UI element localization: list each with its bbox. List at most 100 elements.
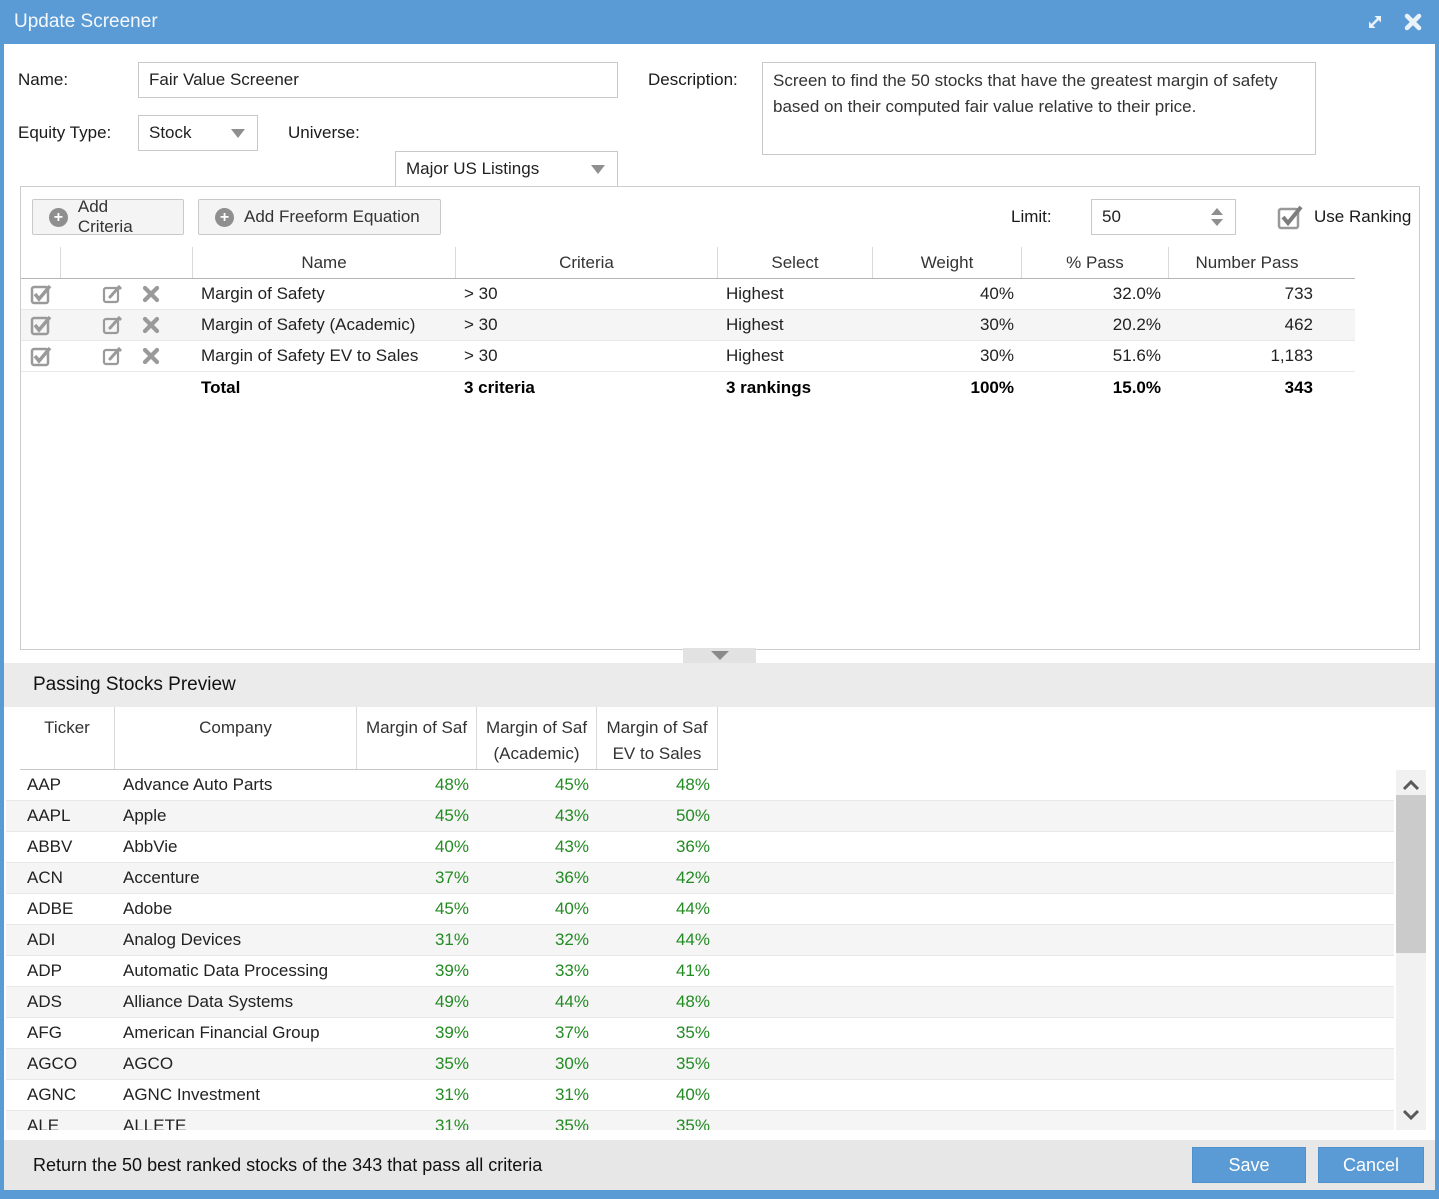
stock-mos-academic: 35% (554, 1116, 589, 1130)
footer-summary: Return the 50 best ranked stocks of the … (33, 1154, 543, 1175)
limit-spinner (1091, 199, 1236, 235)
delete-icon[interactable] (141, 284, 161, 304)
preview-header-mos-academic: Margin of Saf (Academic) (477, 707, 597, 769)
equity-type-select[interactable]: Stock (138, 115, 258, 151)
stock-ticker: ACN (27, 868, 63, 887)
chevron-down-icon (591, 164, 605, 174)
universe-select[interactable]: Major US Listings (395, 151, 618, 187)
scroll-up-icon[interactable] (1396, 770, 1426, 800)
criteria-table: Name Criteria Select Weight % Pass Numbe… (21, 247, 1355, 403)
spinner-arrows-icon[interactable] (1211, 208, 1223, 226)
delete-icon[interactable] (141, 315, 161, 335)
header-pass-pct: % Pass (1022, 247, 1169, 278)
stock-company: Apple (123, 806, 167, 825)
stock-mos-academic: 36% (554, 868, 589, 887)
stock-ticker: ADI (27, 930, 56, 949)
row-checkbox-checked-icon[interactable] (29, 344, 53, 368)
add-freeform-equation-button[interactable]: + Add Freeform Equation (198, 199, 441, 235)
preview-stock-row: ABBV AbbVie 40% 43% 36% (6, 832, 1394, 863)
add-freeform-label: Add Freeform Equation (244, 207, 420, 226)
stock-mos-ev: 35% (675, 1054, 710, 1073)
preview-stock-row: ACN Accenture 37% 36% 42% (6, 863, 1394, 894)
criteria-weight: 40% (979, 284, 1014, 303)
stock-mos: 35% (434, 1054, 469, 1073)
stock-mos-academic: 44% (554, 992, 589, 1011)
collapse-panel-handle[interactable] (683, 648, 756, 663)
plus-icon: + (215, 207, 234, 227)
stock-company: ALLETE (123, 1116, 187, 1130)
limit-input[interactable] (1092, 200, 1235, 234)
edit-icon[interactable] (101, 313, 125, 337)
criteria-rows: Margin of Safety > 30 Highest 40% 32.0% … (21, 279, 1355, 372)
stock-mos-academic: 45% (554, 775, 589, 794)
stock-mos-ev: 35% (675, 1023, 710, 1042)
expand-icon[interactable] (1363, 10, 1387, 34)
criteria-name: Margin of Safety (201, 284, 325, 303)
row-checkbox-checked-icon[interactable] (29, 282, 53, 306)
add-criteria-button[interactable]: + Add Criteria (32, 197, 184, 236)
stock-ticker: ADP (27, 961, 62, 980)
name-input[interactable] (138, 62, 618, 98)
dialog-titlebar: Update Screener (0, 0, 1439, 44)
preview-scrollbar[interactable] (1396, 770, 1426, 1130)
preview-stock-row: ADI Analog Devices 31% 32% 44% (6, 925, 1394, 956)
stock-mos: 39% (434, 961, 469, 980)
cancel-button[interactable]: Cancel (1318, 1147, 1424, 1183)
use-ranking-checkbox[interactable]: Use Ranking (1276, 199, 1411, 235)
stock-ticker: AAP (27, 775, 62, 794)
header-criteria: Criteria (456, 247, 718, 278)
stock-mos-ev: 41% (675, 961, 710, 980)
preview-title: Passing Stocks Preview (33, 674, 236, 695)
stock-mos-academic: 33% (554, 961, 589, 980)
stock-ticker: AGCO (27, 1054, 78, 1073)
stock-company: Automatic Data Processing (123, 961, 329, 980)
stock-company: Accenture (123, 868, 200, 887)
delete-icon[interactable] (141, 346, 161, 366)
stock-mos-academic: 43% (554, 806, 589, 825)
stock-company: AGNC Investment (123, 1085, 260, 1104)
preview-stock-row: ADS Alliance Data Systems 49% 44% 48% (6, 987, 1394, 1018)
edit-icon[interactable] (101, 344, 125, 368)
stock-mos: 31% (434, 1116, 469, 1130)
stock-company: Advance Auto Parts (123, 775, 273, 794)
stock-mos: 45% (434, 806, 469, 825)
chevron-down-icon (231, 128, 245, 138)
preview-stock-row: ADP Automatic Data Processing 39% 33% 41… (6, 956, 1394, 987)
preview-header-company: Company (115, 707, 357, 769)
row-checkbox-checked-icon[interactable] (29, 313, 53, 337)
stock-ticker: AGNC (27, 1085, 77, 1104)
stock-company: Alliance Data Systems (123, 992, 294, 1011)
limit-label: Limit: (1011, 207, 1052, 226)
stock-mos-ev: 35% (675, 1116, 710, 1130)
stock-mos-ev: 50% (675, 806, 710, 825)
scrollbar-thumb[interactable] (1396, 795, 1426, 953)
total-pass-pct: 15.0% (1112, 377, 1161, 397)
edit-icon[interactable] (101, 282, 125, 306)
equity-type-label: Equity Type: (18, 123, 112, 142)
stock-ticker: ADS (27, 992, 62, 1011)
add-criteria-label: Add Criteria (77, 197, 133, 236)
header-actions-col (61, 247, 193, 278)
stock-mos: 45% (434, 899, 469, 918)
header-name: Name (193, 247, 456, 278)
universe-value: Major US Listings (406, 159, 540, 178)
stock-mos-ev: 44% (675, 899, 710, 918)
preview-header-mos: Margin of Saf (357, 707, 477, 769)
checkbox-checked-icon (1277, 205, 1303, 230)
criteria-panel: + Add Criteria + Add Freeform Equation L… (20, 186, 1420, 650)
scroll-down-icon[interactable] (1396, 1100, 1426, 1130)
description-input[interactable]: Screen to find the 50 stocks that have t… (762, 62, 1316, 155)
stock-mos: 49% (434, 992, 469, 1011)
save-button[interactable]: Save (1192, 1147, 1306, 1183)
criteria-pass-pct: 32.0% (1112, 284, 1161, 303)
equity-type-value: Stock (149, 123, 192, 142)
criteria-pass-pct: 20.2% (1112, 315, 1161, 334)
criteria-pass-pct: 51.6% (1112, 346, 1161, 365)
stock-company: AbbVie (123, 837, 178, 856)
stock-mos-ev: 48% (675, 992, 710, 1011)
close-icon[interactable] (1401, 10, 1425, 34)
preview-stock-row: AGNC AGNC Investment 31% 31% 40% (6, 1080, 1394, 1111)
stock-mos-ev: 44% (675, 930, 710, 949)
criteria-name: Margin of Safety (Academic) (201, 315, 416, 334)
